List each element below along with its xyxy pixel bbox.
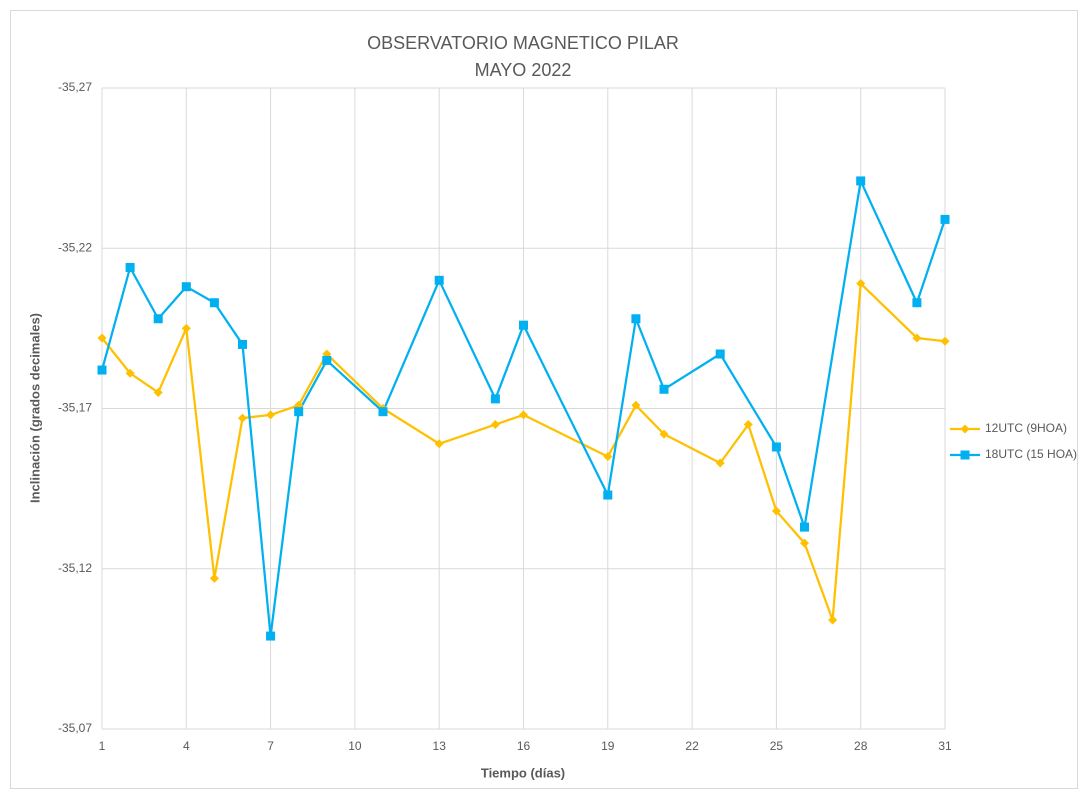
- marker: [856, 279, 866, 289]
- marker: [125, 368, 135, 378]
- legend-marker: [960, 450, 970, 460]
- x-tick-label: 7: [267, 739, 274, 753]
- marker: [631, 314, 641, 324]
- marker: [490, 420, 500, 430]
- x-tick-label: 10: [348, 739, 362, 753]
- marker: [125, 262, 135, 272]
- x-tick-label: 13: [433, 739, 447, 753]
- marker: [603, 490, 613, 500]
- marker: [631, 400, 641, 410]
- marker: [519, 320, 528, 330]
- marker: [940, 336, 950, 346]
- legend: 12UTC (9HOA) 18UTC (15 HOA): [950, 421, 1077, 461]
- marker: [490, 394, 500, 404]
- marker: [800, 538, 809, 548]
- x-tick-label: 19: [601, 739, 615, 753]
- y-tick-label: -35,22: [58, 240, 92, 254]
- marker: [266, 410, 276, 420]
- marker: [378, 407, 388, 417]
- x-tick-label: 28: [854, 739, 868, 753]
- chart-subtitle: MAYO 2022: [475, 60, 572, 80]
- y-tick-label: -35,27: [58, 80, 92, 94]
- marker: [97, 365, 107, 375]
- legend-label: 18UTC (15 HOA): [985, 447, 1077, 461]
- marker: [771, 442, 781, 452]
- marker: [800, 522, 809, 532]
- marker: [434, 275, 444, 285]
- marker: [238, 339, 247, 349]
- x-axis-title: Tiempo (días): [481, 765, 565, 780]
- x-tick-label: 22: [685, 739, 699, 753]
- chart-frame: [10, 10, 1078, 789]
- marker: [153, 314, 163, 324]
- legend-marker: [960, 424, 970, 434]
- legend-label: 12UTC (9HOA): [985, 421, 1067, 435]
- marker: [294, 407, 304, 417]
- marker: [153, 387, 163, 397]
- marker: [715, 458, 725, 468]
- series-line: [100, 179, 947, 638]
- marker: [828, 615, 838, 625]
- y-tick-label: -35,12: [58, 561, 92, 575]
- y-axis-title: Inclinación (grados decimales): [27, 313, 42, 503]
- x-tick-label: 16: [517, 739, 531, 753]
- marker: [97, 333, 107, 343]
- marker: [659, 384, 669, 394]
- grid: -35,27 -35,22 -35,17 -35,12 -35,07 1 4 7 10 13 16 1…: [58, 80, 952, 753]
- plot-area: [97, 176, 950, 641]
- x-tick-label: 31: [938, 739, 952, 753]
- marker: [659, 429, 669, 439]
- marker: [209, 573, 219, 583]
- marker: [912, 333, 922, 343]
- marker: [519, 410, 528, 420]
- marker: [181, 323, 191, 333]
- x-tick-label: 1: [99, 739, 106, 753]
- marker: [743, 420, 753, 430]
- marker: [434, 439, 444, 449]
- marker: [181, 282, 191, 292]
- marker: [238, 413, 247, 423]
- y-tick-label: -35,17: [58, 401, 92, 415]
- y-tick-label: -35,07: [58, 721, 92, 735]
- marker: [771, 506, 781, 516]
- marker: [209, 298, 219, 308]
- marker: [856, 176, 866, 186]
- chart-title: OBSERVATORIO MAGNETICO PILAR: [367, 33, 679, 53]
- marker: [715, 349, 725, 359]
- series-line: [101, 282, 946, 622]
- marker: [603, 452, 613, 462]
- marker: [940, 214, 950, 224]
- marker: [322, 355, 332, 365]
- x-tick-label: 25: [770, 739, 784, 753]
- marker: [912, 298, 922, 308]
- x-tick-label: 4: [183, 739, 190, 753]
- marker: [266, 631, 276, 641]
